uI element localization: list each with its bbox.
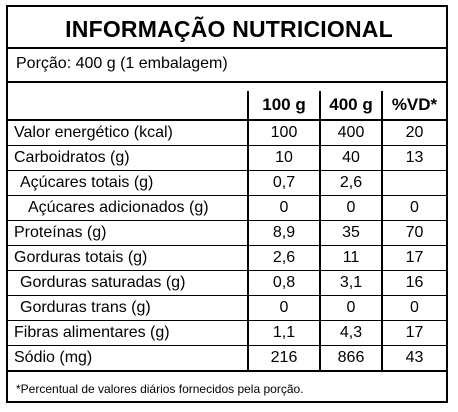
value-100g: 0,8: [247, 270, 320, 296]
value-400g: 2,6: [319, 170, 382, 196]
value-100g: 8,9: [247, 220, 320, 246]
header-400g: 400 g: [319, 91, 382, 121]
table-header-row: 100 g 400 g %VD*: [8, 91, 446, 121]
value-vd: 17: [381, 320, 446, 346]
value-100g: 10: [247, 145, 320, 171]
value-400g: 4,3: [319, 320, 382, 346]
value-vd: 16: [381, 270, 446, 296]
value-100g: 100: [247, 120, 320, 146]
label-title: INFORMAÇÃO NUTRICIONAL: [65, 16, 393, 42]
value-400g: 40: [319, 145, 382, 171]
value-400g: 11: [319, 245, 382, 271]
nutrient-name: Sódio (mg): [8, 345, 248, 372]
footnote: *Percentual de valores diários fornecido…: [16, 382, 304, 396]
value-100g: 1,1: [247, 320, 320, 346]
value-100g: 216: [247, 345, 320, 372]
value-vd: 20: [381, 120, 446, 146]
nutrition-label: INFORMAÇÃO NUTRICIONAL Porção: 400 g (1 …: [6, 5, 448, 403]
value-400g: 3,1: [319, 270, 382, 296]
table-row: Valor energético (kcal) 100 400 20: [8, 120, 446, 146]
table-row: Fibras alimentares (g) 1,1 4,3 17: [8, 320, 446, 346]
nutrient-name: Proteínas (g): [8, 220, 248, 246]
value-400g: 866: [319, 345, 382, 372]
value-100g: 0: [247, 295, 320, 321]
nutrient-name: Gorduras saturadas (g): [8, 270, 248, 296]
header-100g: 100 g: [247, 91, 320, 121]
nutrition-table: 100 g 400 g %VD* Valor energético (kcal)…: [8, 91, 446, 372]
nutrient-name: Gorduras trans (g): [8, 295, 248, 321]
nutrient-name: Valor energético (kcal): [14, 124, 173, 141]
value-vd: [381, 170, 446, 196]
value-400g: 0: [319, 195, 382, 221]
table-row: Açúcares adicionados (g) 0 0 0: [8, 195, 446, 221]
table-row: Proteínas (g) 8,9 35 70: [8, 220, 446, 246]
portion-divider: [8, 81, 446, 83]
header-vd: %VD*: [381, 91, 446, 121]
value-400g: 35: [319, 220, 382, 246]
value-vd: 0: [381, 195, 446, 221]
value-400g: 0: [319, 295, 382, 321]
title-divider: [8, 47, 446, 49]
nutrient-name: Fibras alimentares (g): [8, 320, 248, 346]
table-row: Gorduras saturadas (g) 0,8 3,1 16: [8, 270, 446, 296]
value-vd: 0: [381, 295, 446, 321]
value-400g: 400: [319, 120, 382, 146]
value-vd: 43: [381, 345, 446, 372]
portion-text: Porção: 400 g (1 embalagem): [16, 55, 228, 72]
value-vd: 70: [381, 220, 446, 246]
nutrient-name: Açúcares totais (g): [8, 170, 248, 196]
table-row: Açúcares totais (g) 0,7 2,6: [8, 170, 446, 196]
value-100g: 0,7: [247, 170, 320, 196]
table-row: Carboidratos (g) 10 40 13: [8, 145, 446, 171]
table-row: Gorduras trans (g) 0 0 0: [8, 295, 446, 321]
value-100g: 2,6: [247, 245, 320, 271]
value-vd: 17: [381, 245, 446, 271]
value-vd: 13: [381, 145, 446, 171]
nutrient-name: Gorduras totais (g): [8, 245, 248, 271]
value-100g: 0: [247, 195, 320, 221]
table-row: Gorduras totais (g) 2,6 11 17: [8, 245, 446, 271]
nutrient-name: Carboidratos (g): [8, 145, 248, 171]
table-row: Sódio (mg) 216 866 43: [8, 345, 446, 372]
header-blank: [8, 91, 248, 121]
nutrient-name: Açúcares adicionados (g): [8, 195, 248, 221]
